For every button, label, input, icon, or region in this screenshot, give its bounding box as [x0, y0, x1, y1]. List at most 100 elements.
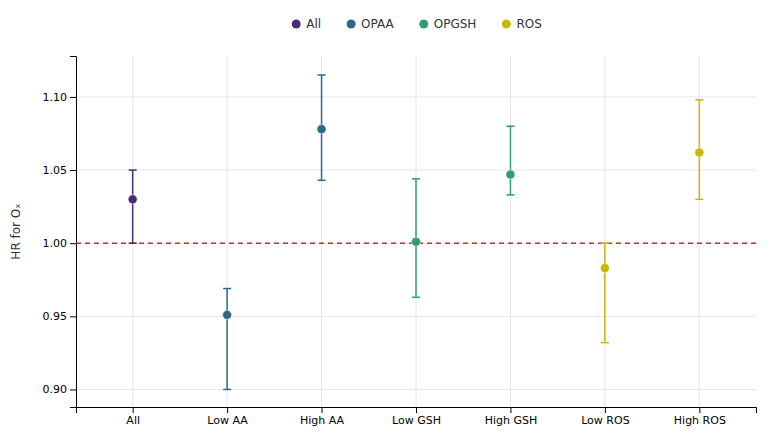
tick-label: 1.00: [43, 237, 68, 250]
x-tick: High GSH: [485, 407, 538, 427]
tick-mark: [510, 407, 511, 413]
error-bar-line: [226, 289, 228, 390]
grid-line-x: [699, 56, 700, 407]
error-bar-cap: [318, 74, 326, 76]
y-axis: 0.90 0.95 1.00 1.05 1.10: [43, 57, 77, 408]
legend-label: OPGSH: [434, 17, 477, 31]
grid-line-x: [416, 56, 417, 407]
y-tick: 1.10: [43, 91, 77, 104]
error-bar-cap: [129, 169, 137, 171]
y-tick: 1.00: [43, 237, 77, 250]
series: [411, 126, 514, 297]
error-bar: [506, 126, 514, 195]
tick-label: 1.10: [43, 91, 68, 104]
tick-mark: [70, 316, 76, 317]
legend-marker: [502, 19, 511, 28]
error-bar-cap: [223, 389, 231, 391]
error-bar-cap: [601, 342, 609, 344]
error-bar-line: [510, 126, 512, 195]
point: [317, 125, 326, 134]
tick-label: All: [126, 414, 140, 427]
tick-label: Low GSH: [392, 414, 441, 427]
series: [600, 100, 703, 343]
axis-line: [77, 408, 757, 414]
tick-label: Low AA: [207, 414, 248, 427]
error-bar-line: [132, 170, 134, 243]
grid-line-x: [510, 56, 511, 407]
x-tick: High AA: [300, 407, 345, 427]
point: [506, 170, 515, 179]
tick-label: 1.05: [43, 164, 68, 177]
error-bar-line: [604, 243, 606, 342]
error-bar: [695, 100, 703, 199]
tick-mark: [699, 407, 700, 413]
legend-marker: [347, 19, 356, 28]
point: [411, 237, 420, 246]
x-tick: Low GSH: [392, 407, 441, 427]
legend-item: OPGSH: [419, 17, 476, 31]
point: [695, 148, 704, 157]
error-bar-cap: [318, 180, 326, 182]
error-bar-cap: [601, 242, 609, 244]
y-tick: 0.90: [43, 383, 77, 396]
tick-mark: [227, 407, 228, 413]
grid-line-x: [227, 56, 228, 407]
legend-label: OPAA: [361, 17, 394, 31]
y-axis-title: HR for Oₓ: [9, 203, 23, 259]
grid-line-x: [321, 56, 322, 407]
series: [128, 170, 137, 243]
tick-mark: [70, 389, 76, 390]
legend-marker: [419, 19, 428, 28]
legend-item: OPAA: [347, 17, 395, 31]
legend-marker: [292, 19, 301, 28]
legend: All OPAA OPGSH ROS: [292, 17, 542, 31]
y-tick: 0.95: [43, 310, 77, 323]
tick-mark: [70, 170, 76, 171]
error-bar-cap: [129, 242, 137, 244]
point: [600, 264, 609, 273]
tick-mark: [605, 407, 606, 413]
error-bar-cap: [506, 125, 514, 127]
grid: [76, 56, 756, 407]
axis-line: [70, 57, 77, 408]
tick-mark: [322, 407, 323, 413]
x-tick: All: [126, 407, 140, 427]
tick-label: High ROS: [674, 414, 726, 427]
tick-mark: [70, 243, 76, 244]
error-bar: [318, 75, 326, 180]
error-bar-cap: [223, 288, 231, 290]
tick-label: 0.95: [43, 310, 68, 323]
error-bar-cap: [412, 297, 420, 299]
point: [223, 310, 232, 319]
error-bar: [223, 289, 231, 390]
error-bar: [129, 170, 137, 243]
x-tick: Low ROS: [581, 407, 629, 427]
error-bar-cap: [506, 194, 514, 196]
tick-mark: [133, 407, 134, 413]
plot-area: [76, 75, 756, 389]
x-tick: High ROS: [674, 407, 726, 427]
legend-item: All: [292, 17, 321, 31]
y-tick: 1.05: [43, 164, 77, 177]
grid-line-x: [604, 56, 605, 407]
tick-label: Low ROS: [581, 414, 629, 427]
x-axis: All Low AA High AA Low GSH High GSH Low ROS Hi…: [77, 407, 757, 427]
legend-label: All: [306, 17, 321, 31]
series: [223, 75, 326, 389]
error-bar-cap: [412, 178, 420, 180]
error-bar-cap: [695, 199, 703, 201]
tick-label: High AA: [300, 414, 345, 427]
legend-label: ROS: [516, 17, 541, 31]
legend-item: ROS: [502, 17, 542, 31]
tick-mark: [416, 407, 417, 413]
tick-label: 0.90: [43, 383, 68, 396]
error-bar: [412, 179, 420, 297]
error-bar-cap: [695, 99, 703, 101]
tick-label: High GSH: [485, 414, 538, 427]
error-bar: [601, 243, 609, 342]
point: [128, 195, 137, 204]
chart: All Low AA High AA Low GSH High GSH Low ROS Hi…: [0, 0, 780, 447]
tick-mark: [70, 97, 76, 98]
x-tick: Low AA: [207, 407, 248, 427]
grid-line-x: [132, 56, 133, 407]
